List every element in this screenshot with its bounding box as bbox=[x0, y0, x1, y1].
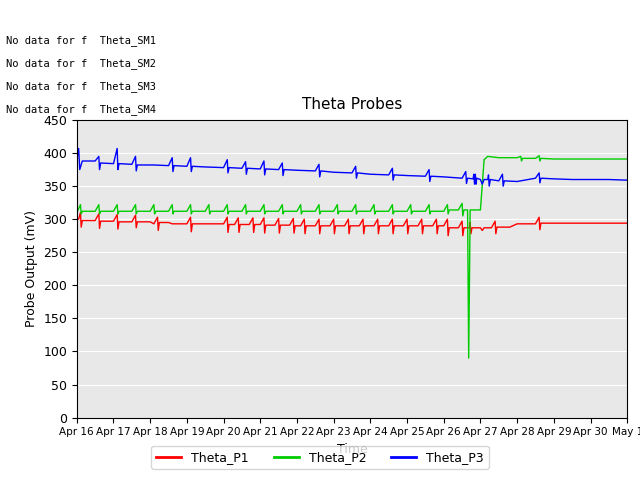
X-axis label: Time: Time bbox=[337, 443, 367, 456]
Text: No data for f  Theta_SM2: No data for f Theta_SM2 bbox=[6, 58, 156, 69]
Text: No data for f  Theta_SM1: No data for f Theta_SM1 bbox=[6, 35, 156, 46]
Legend: Theta_P1, Theta_P2, Theta_P3: Theta_P1, Theta_P2, Theta_P3 bbox=[151, 446, 489, 469]
Title: Theta Probes: Theta Probes bbox=[302, 97, 402, 112]
Text: No data for f  Theta_SM3: No data for f Theta_SM3 bbox=[6, 81, 156, 92]
Y-axis label: Probe Output (mV): Probe Output (mV) bbox=[25, 210, 38, 327]
Text: No data for f  Theta_SM4: No data for f Theta_SM4 bbox=[6, 104, 156, 115]
